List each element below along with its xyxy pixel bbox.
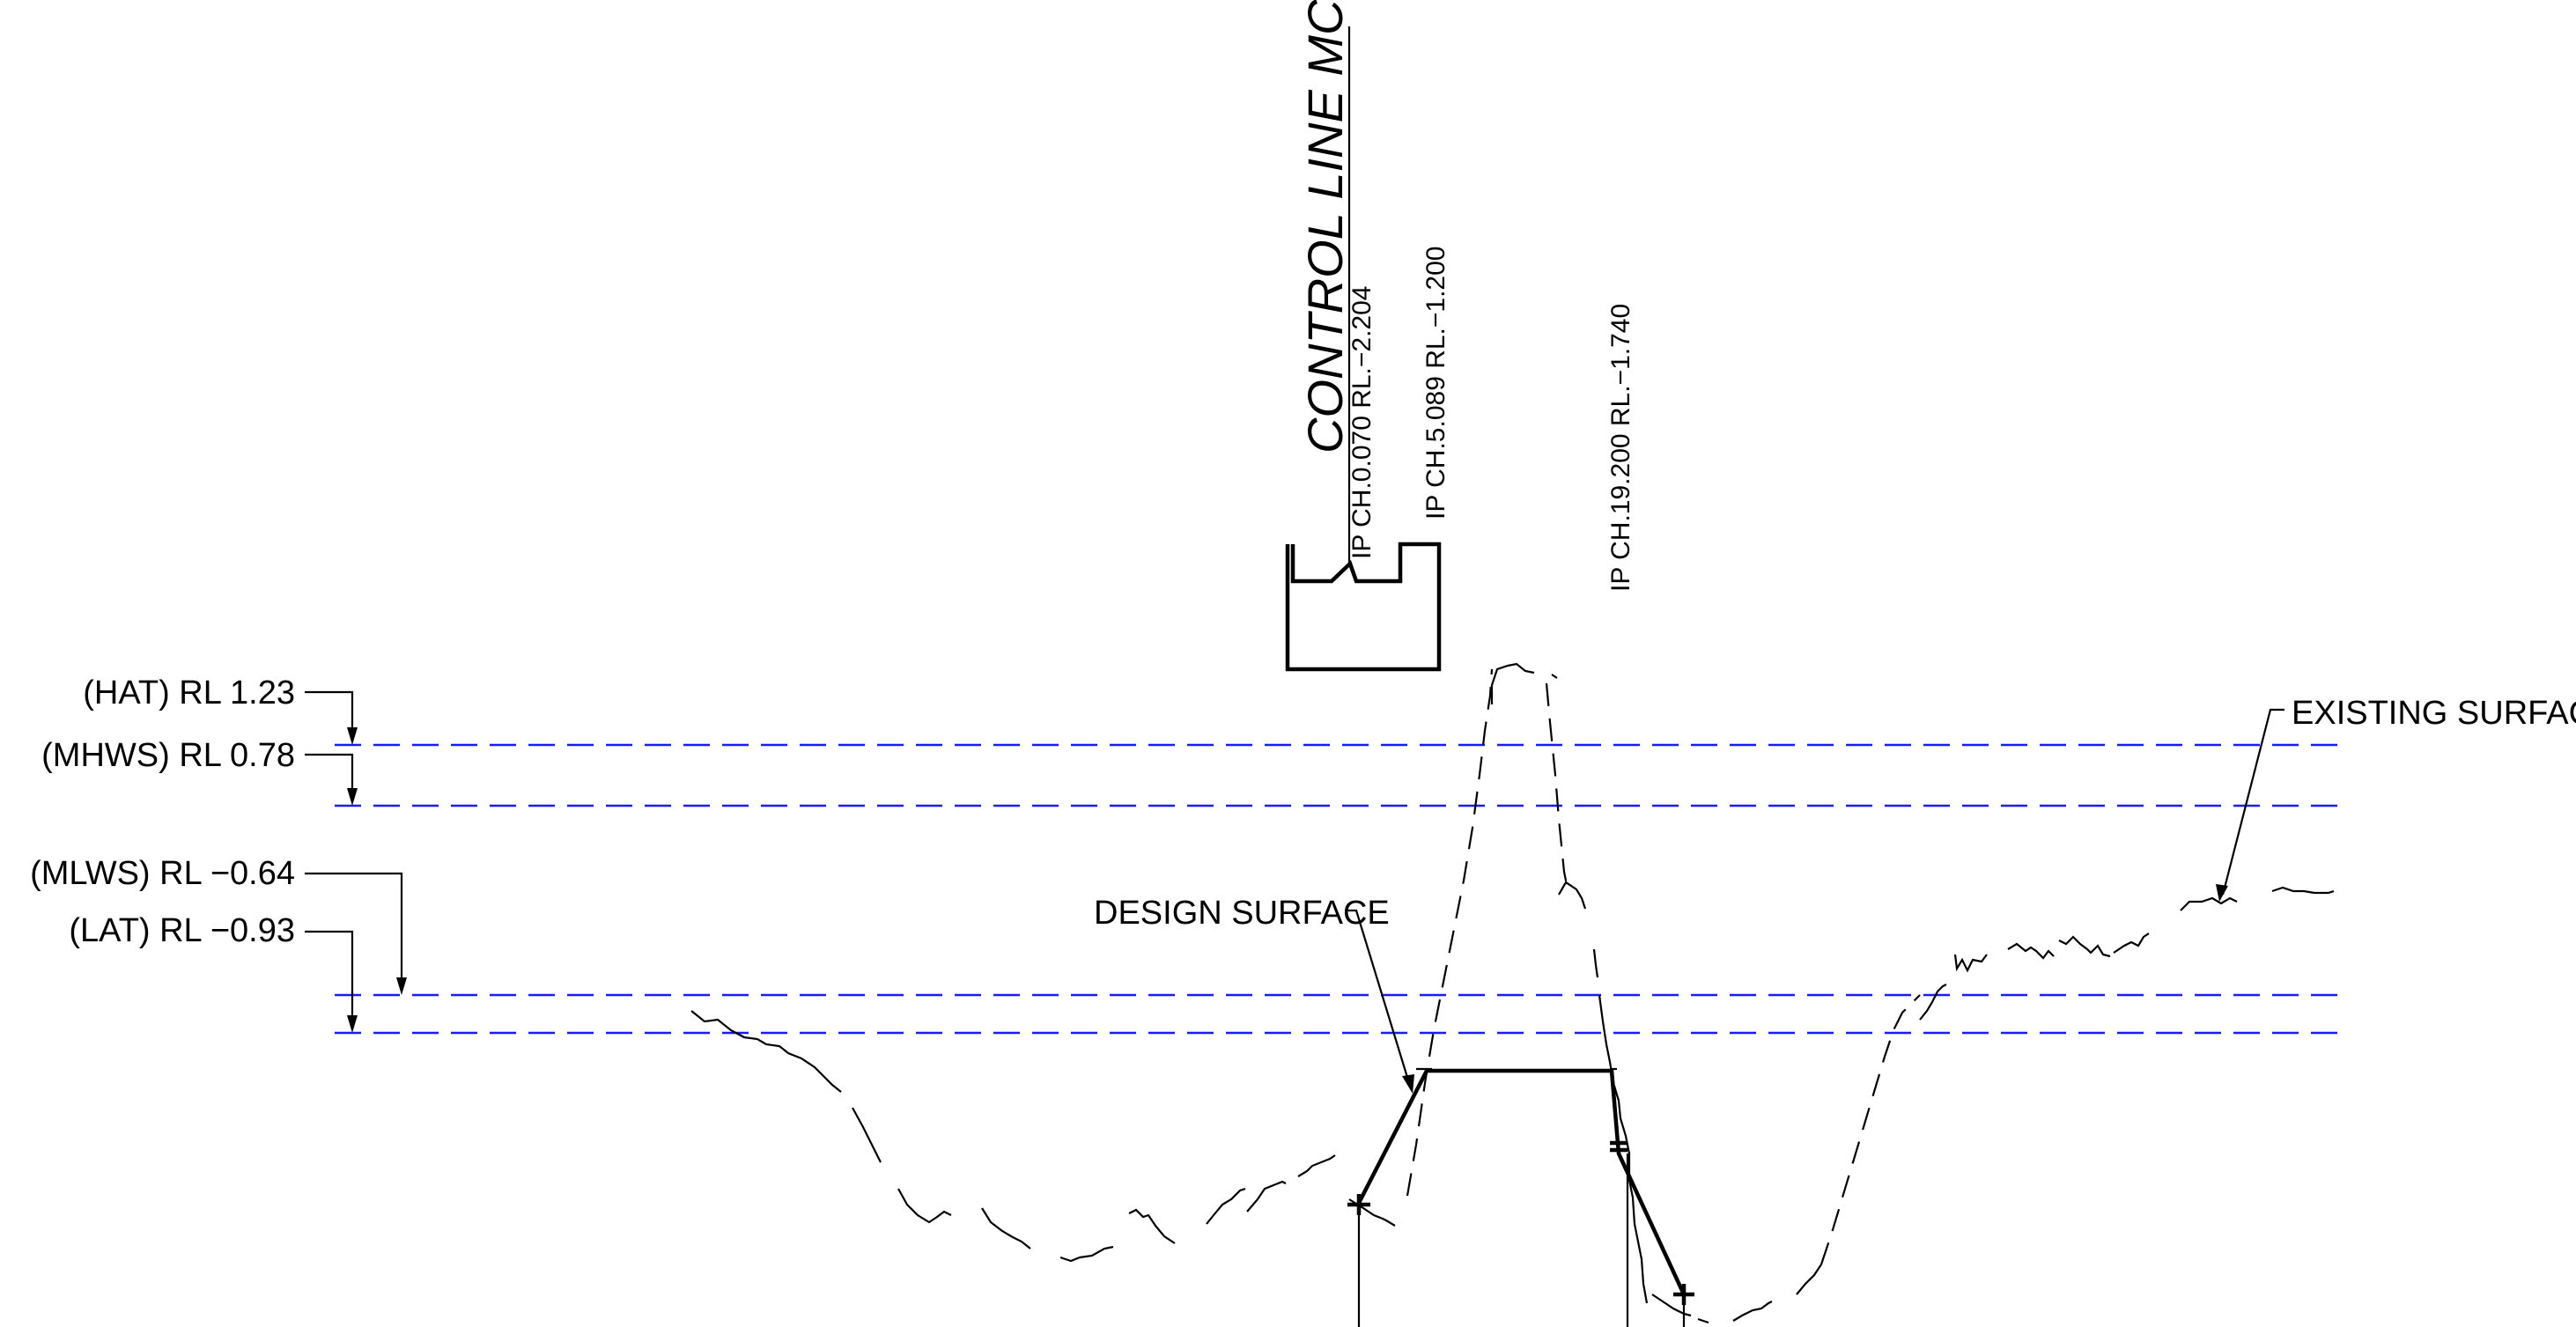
lat-arrow (347, 1015, 358, 1033)
mhws-label: (MHWS) RL 0.78 (41, 737, 295, 774)
existing-surface-lines (690, 662, 2335, 1324)
hat-label: (HAT) RL 1.23 (83, 675, 295, 711)
existing-surface-right-end (2180, 886, 2335, 911)
hat-leader (305, 690, 354, 738)
existing-surface-callout: EXISTING SURFACE (2216, 695, 2576, 902)
existing-surface-label: EXISTING SURFACE (2292, 695, 2576, 732)
existing-surface-arrow (2216, 884, 2228, 902)
existing-surface-mound-right-2 (1558, 881, 1649, 1304)
control-line-title: CONTROL LINE MC10 (1297, 0, 1353, 453)
ip-label-3: IP CH.19.200 RL.−1.740 (1606, 304, 1635, 592)
existing-surface-left-3 (897, 1188, 952, 1224)
existing-surface-left (690, 1010, 842, 1093)
hat-arrow (347, 727, 358, 745)
design-surface-callout: DESIGN SURFACE (1094, 895, 1414, 1094)
mlws-label: (MLWS) RL −0.64 (30, 855, 295, 892)
mhws-leader (305, 753, 354, 799)
existing-surface-left-2 (852, 1107, 882, 1163)
existing-surface-mound (1406, 668, 1494, 1197)
water-level-lines (335, 743, 2343, 1035)
water-level-labels: (HAT) RL 1.23 (MHWS) RL 0.78 (MLWS) RL −… (30, 675, 407, 1033)
existing-surface-mound-right (1545, 682, 1569, 890)
channel-section-symbol (1285, 542, 1442, 672)
design-surface-leader (1346, 909, 1411, 1084)
existing-surface-right-high (1919, 933, 2150, 1021)
existing-surface-low-3 (1246, 1154, 1396, 1227)
ip-label-1: IP CH.0.070 RL.−2.204 (1347, 286, 1377, 560)
design-surface-lines (1347, 1067, 1694, 1327)
control-line-title-group: CONTROL LINE MC10 IP CH.0.070 RL.−2.204 … (1297, 0, 1635, 592)
existing-surface-low (981, 1207, 1114, 1263)
ip-label-2: IP CH.5.089 RL.−1.200 (1421, 247, 1450, 520)
existing-surface-leader (2221, 708, 2284, 896)
mhws-arrow (347, 788, 358, 806)
mlws-leader (305, 872, 403, 988)
existing-surface-low-2 (1128, 1187, 1246, 1244)
mlws-arrow (396, 977, 407, 995)
lat-leader (305, 930, 354, 1026)
lat-label: (LAT) RL −0.93 (69, 912, 295, 949)
design-surface-label: DESIGN SURFACE (1094, 895, 1390, 932)
design-surface-arrow (1402, 1074, 1414, 1094)
design-surface-profile (1355, 1068, 1687, 1295)
existing-surface-mound-top (1490, 662, 1558, 704)
existing-surface-right-low (1651, 1264, 1822, 1324)
existing-surface-right-rise (1819, 994, 1921, 1265)
